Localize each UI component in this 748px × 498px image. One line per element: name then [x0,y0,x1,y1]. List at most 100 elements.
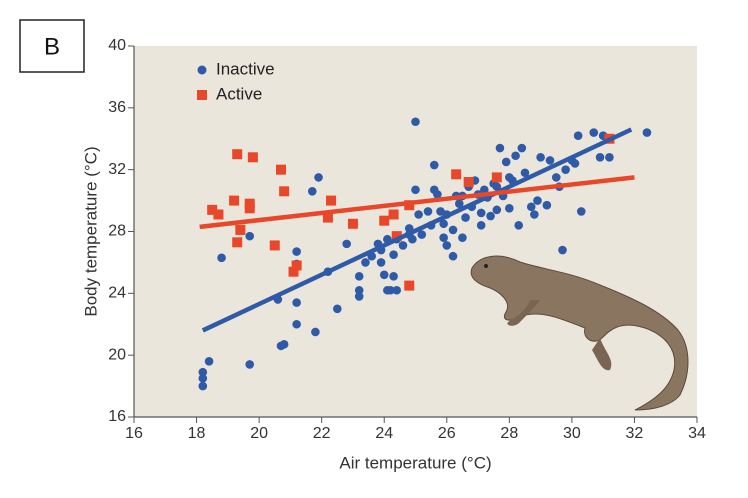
y-tick-label: 24 [108,285,126,302]
point [354,292,364,301]
point [269,240,280,251]
point [235,224,246,235]
point [245,231,255,241]
legend-marker [197,90,207,100]
x-tick-label: 28 [500,425,518,442]
point [279,186,290,197]
point [458,233,467,242]
point [411,185,420,195]
x-tick-label: 32 [626,425,644,442]
point [204,357,214,366]
point [213,209,224,220]
point [476,221,486,230]
point [530,210,539,219]
point [491,172,502,183]
point [307,187,317,196]
point [379,270,389,280]
point [388,209,399,220]
point [423,207,433,216]
point [595,153,605,162]
x-tick-label: 26 [438,425,456,442]
point [545,156,555,165]
point [429,160,439,170]
point [501,157,511,167]
y-tick-label: 20 [108,346,126,363]
point [232,149,243,160]
point [347,218,358,229]
point [463,177,474,188]
point [288,266,299,277]
fit-line [201,127,633,333]
point [379,215,390,226]
point [517,143,527,153]
x-tick-label: 18 [188,425,206,442]
point [454,199,464,208]
point [311,327,320,337]
point [398,241,408,250]
point [389,272,398,281]
x-tick-label: 22 [313,425,331,442]
point [433,190,442,199]
y-axis-title: Body temperature (°C) [81,146,100,316]
point [322,212,333,223]
point [229,195,240,206]
point [314,173,323,182]
point [526,202,536,212]
point [386,285,395,295]
point [244,198,255,209]
point [558,245,567,255]
point [361,258,370,267]
point [605,153,614,162]
point [207,204,218,215]
point [442,241,452,250]
point [408,234,417,244]
point [461,213,470,222]
point [589,128,599,137]
point [198,367,208,377]
y-tick-label: 36 [108,99,126,116]
point [495,143,505,153]
point [291,260,302,271]
x-tick-label: 16 [125,425,143,442]
point [232,237,243,248]
point [198,374,208,383]
point [573,131,583,140]
point [533,196,542,205]
point [292,298,301,307]
point [279,340,289,349]
point [511,151,520,161]
legend-item: Inactive [197,59,275,78]
point [354,272,364,281]
point [411,117,420,127]
point [247,152,258,163]
point [392,285,402,295]
point [486,211,495,221]
point [439,233,448,242]
point [451,169,462,180]
point [326,195,337,206]
legend-label: Inactive [216,59,275,78]
point [417,230,427,239]
point [389,250,398,259]
point [520,168,530,178]
x-axis-title: Air temperature (°C) [339,453,491,472]
legend-marker [197,65,207,75]
x-tick-label: 34 [688,425,706,442]
point [448,251,458,261]
point [551,173,561,182]
point [414,210,423,219]
y-tick-label: 28 [108,223,126,240]
point [391,231,402,242]
fit-line [199,175,635,230]
legend-label: Active [216,84,262,103]
lizard-illustration [470,255,689,411]
point [276,164,287,175]
point [576,207,586,216]
point [245,360,255,369]
point [492,182,502,191]
x-tick-label: 30 [563,425,581,442]
point [642,128,652,137]
point [480,185,489,195]
